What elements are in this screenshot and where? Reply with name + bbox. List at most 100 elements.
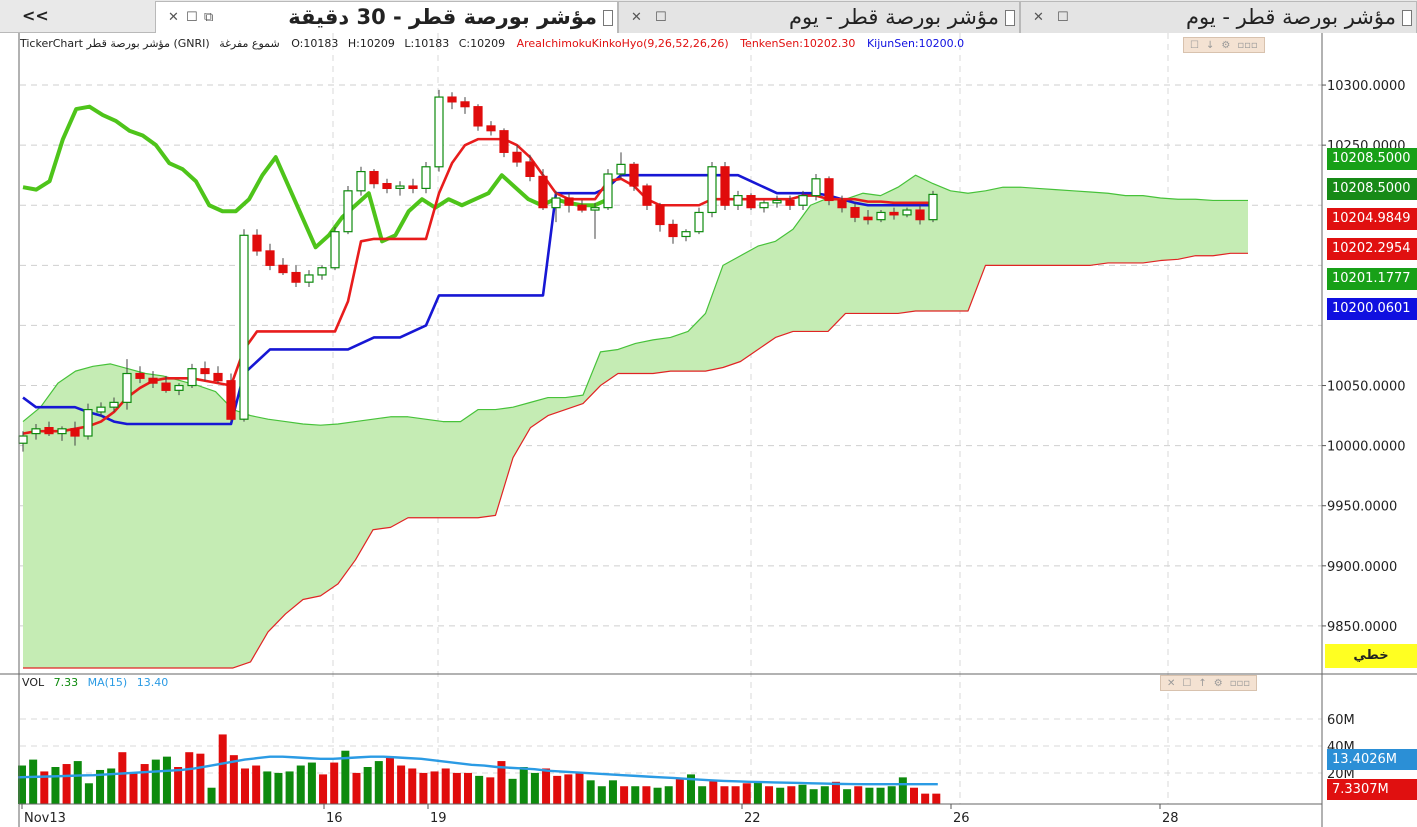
volume-tag-label: 7.3307M <box>1332 782 1389 797</box>
price-tag: 10201.1777 <box>1327 268 1417 290</box>
price-tick-label: 9850.0000 <box>1327 620 1397 635</box>
close-tab-icon[interactable]: ✕ <box>631 10 642 25</box>
volume-bar <box>307 762 316 804</box>
cloud-segment <box>845 193 863 314</box>
cloud-segment <box>1038 188 1056 266</box>
candle-body <box>707 166 717 214</box>
tab-daily-1[interactable]: ✕ ☐ مؤشر بورصة قطر - يوم <box>618 1 1020 33</box>
cloud-segment <box>495 407 513 516</box>
tab-daily-2[interactable]: ✕ ☐ مؤشر بورصة قطر - يوم <box>1020 1 1417 33</box>
price-chart[interactable]: 10300.000010250.000010050.000010000.0000… <box>0 33 1417 827</box>
cloud-segment <box>1020 187 1038 266</box>
candle-body <box>668 223 678 238</box>
cloud-segment <box>355 419 373 560</box>
cloud-segment <box>530 397 548 428</box>
volume-bar <box>553 775 562 804</box>
volume-bar <box>207 787 216 804</box>
volume-bar <box>118 752 127 804</box>
kijun-sen-line <box>22 173 933 426</box>
price-tag: 10200.0601 <box>1327 298 1417 320</box>
volume-bar <box>709 780 718 804</box>
candle-body <box>538 175 548 209</box>
volume-bar <box>742 783 751 804</box>
cloud-segment <box>740 246 758 362</box>
tab-checkbox-icon[interactable] <box>1005 10 1015 26</box>
cloud-segment <box>1195 199 1213 256</box>
volume-tag: 7.3307M <box>1327 779 1417 800</box>
candle-body <box>31 428 41 435</box>
candle-body <box>70 428 80 437</box>
cloud-segment <box>1178 199 1196 260</box>
candle-body <box>200 368 210 375</box>
volume-bar <box>330 762 339 804</box>
maximize-panel-icon[interactable]: ☐ <box>1182 677 1192 689</box>
more-icon[interactable]: ▫▫▫ <box>1229 677 1251 689</box>
price-tag-label: 10200.0601 <box>1332 301 1411 316</box>
tab-30min[interactable]: ✕ ☐ ⧉ مؤشر بورصة قطر - 30 دقيقة <box>155 1 618 34</box>
volume-label: VOL <box>22 676 45 689</box>
cloud-segment <box>705 265 723 372</box>
candle-body <box>863 216 873 221</box>
volume-bar <box>252 765 261 804</box>
chart-style-label: شموع مفرغة <box>219 37 280 50</box>
candle-body <box>746 195 756 209</box>
price-tag-label: 10208.5000 <box>1332 181 1411 196</box>
candle-body <box>694 211 704 233</box>
volume-bar <box>352 772 361 804</box>
maximize-tab-icon[interactable]: ☐ <box>655 10 667 25</box>
cloud-segment <box>460 409 478 518</box>
cloud-segment <box>565 395 583 410</box>
volume-bar <box>107 768 116 804</box>
candle-body <box>252 234 262 252</box>
maximize-tab-icon[interactable]: ☐ <box>1057 10 1069 25</box>
candle-body <box>473 106 483 127</box>
candle-body <box>265 250 275 266</box>
volume-bar <box>151 759 160 804</box>
settings-icon[interactable]: ⚙ <box>1213 677 1223 689</box>
cloud-segment <box>670 331 688 372</box>
cloud-segment <box>443 421 461 518</box>
candle-body <box>226 380 236 420</box>
settings-icon[interactable]: ⚙ <box>1221 39 1231 51</box>
volume-bar <box>820 786 829 804</box>
candle-body <box>889 211 899 216</box>
candle-body <box>512 151 522 163</box>
cloud-segment <box>93 363 111 668</box>
time-tick-label: 16 <box>326 811 343 826</box>
cloud-segment <box>758 241 776 350</box>
cloud-segment <box>1125 195 1143 263</box>
cloud-segment <box>373 416 391 530</box>
cloud-segment <box>425 419 443 518</box>
scale-type-button[interactable]: خطي <box>1325 644 1417 668</box>
collapse-panel-button[interactable]: << <box>22 6 49 25</box>
move-up-icon[interactable]: ↑ <box>1198 677 1207 689</box>
maximize-panel-icon[interactable]: ☐ <box>1190 39 1199 51</box>
cloud-segment <box>250 415 268 662</box>
close-panel-icon[interactable]: ✕ <box>1167 677 1176 689</box>
detach-tab-icon[interactable]: ⧉ <box>204 10 214 25</box>
move-down-icon[interactable]: ↓ <box>1205 39 1215 51</box>
candle-body <box>772 199 782 204</box>
tab-checkbox-icon[interactable] <box>1402 10 1412 26</box>
candle-body <box>356 170 366 192</box>
time-tick-label: Nov13 <box>24 811 66 826</box>
candle-body <box>551 197 561 209</box>
cloud-segment <box>110 363 128 668</box>
close-value: C:10209 <box>458 37 506 50</box>
volume-bar <box>73 761 82 804</box>
maximize-tab-icon[interactable]: ☐ <box>186 10 198 25</box>
senkou-span-b-line <box>23 252 1248 669</box>
candle-body <box>395 185 405 190</box>
cloud-segment <box>548 397 566 416</box>
time-tick-label: 26 <box>953 811 970 826</box>
volume-bar <box>653 787 662 804</box>
volume-ma-label: MA(15) <box>87 676 128 689</box>
close-tab-icon[interactable]: ✕ <box>168 10 179 25</box>
volume-tick-label: 60M <box>1327 713 1355 728</box>
cloud-segment <box>1003 187 1021 266</box>
volume-bar <box>865 787 874 804</box>
close-tab-icon[interactable]: ✕ <box>1033 10 1044 25</box>
more-icon[interactable]: ▫▫▫ <box>1237 39 1258 51</box>
tab-checkbox-icon[interactable] <box>603 10 613 26</box>
